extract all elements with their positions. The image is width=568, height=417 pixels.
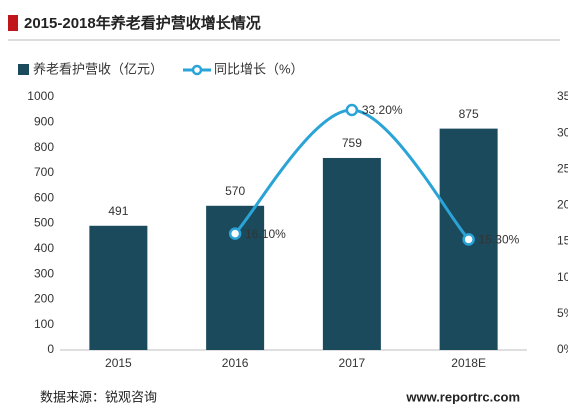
legend-swatch: [18, 64, 29, 75]
y-tick-label: 500: [34, 216, 54, 230]
y2-tick-label: 30%: [557, 125, 568, 139]
chart-title: 2015-2018年养老看护营收增长情况: [24, 14, 261, 32]
y-tick-label: 100: [34, 317, 54, 331]
y2-tick-label: 20%: [557, 198, 568, 212]
y-tick-label: 700: [34, 165, 54, 179]
y2-tick-label: 0%: [557, 342, 568, 356]
y-tick-label: 200: [34, 292, 54, 306]
y2-tick-label: 35%: [557, 89, 568, 103]
y2-tick-label: 5%: [557, 306, 568, 320]
y-tick-label: 900: [34, 114, 54, 128]
bar: [322, 157, 381, 350]
y-tick-label: 1000: [27, 89, 54, 103]
y2-tick-label: 15%: [557, 234, 568, 248]
bar-label: 875: [459, 107, 479, 121]
y-tick-label: 0: [47, 342, 54, 356]
title-marker: [8, 15, 18, 31]
legend-label: 养老看护营收（亿元）: [33, 61, 163, 76]
y-tick-label: 400: [34, 241, 54, 255]
y2-tick-label: 10%: [557, 270, 568, 284]
line-label: 16.10%: [245, 227, 286, 241]
y-tick-label: 300: [34, 266, 54, 280]
line-label: 33.20%: [362, 103, 403, 117]
line-label: 15.30%: [479, 233, 520, 247]
y-tick-label: 600: [34, 190, 54, 204]
legend-label: 同比增长（%）: [214, 61, 304, 76]
y-tick-label: 800: [34, 140, 54, 154]
bar-label: 491: [108, 204, 128, 218]
bar-label: 570: [225, 184, 245, 198]
line-point: [462, 233, 475, 246]
line-point: [345, 103, 359, 117]
line-point: [228, 227, 242, 240]
source: 数据来源：锐观咨询: [40, 389, 157, 404]
x-tick-label: 2017: [339, 356, 366, 370]
x-tick-label: 2015: [105, 356, 132, 370]
legend-swatch: [191, 64, 203, 76]
website: www.reportrc.com: [405, 389, 520, 404]
bar: [89, 225, 148, 350]
y2-tick-label: 25%: [557, 161, 568, 175]
x-tick-label: 2016: [222, 356, 249, 370]
bar-label: 759: [342, 136, 362, 150]
x-tick-label: 2018E: [451, 356, 486, 370]
